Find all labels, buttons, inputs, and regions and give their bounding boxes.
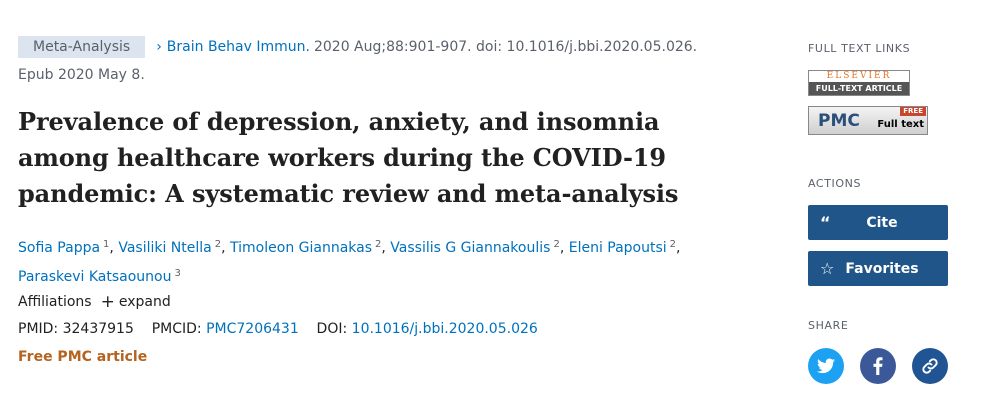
author-affiliation-number[interactable]: 2 [214, 239, 222, 250]
author-link[interactable]: Timoleon Giannakas [230, 240, 373, 256]
expand-label[interactable]: expand [118, 294, 171, 310]
share-heading: SHARE [808, 319, 849, 332]
cite-button-label: Cite [866, 214, 898, 231]
authors-list: Sofia Pappa 1, Vasiliki Ntella 2, Timoleon… [18, 239, 681, 285]
author-link[interactable]: Paraskevi Katsaounou [18, 269, 172, 285]
facebook-share-button[interactable] [860, 348, 896, 384]
author-link[interactable]: Vassilis G Giannakoulis [390, 240, 551, 256]
chevron-right-icon[interactable]: › [156, 39, 162, 55]
affiliations-toggle[interactable]: Affiliations + expand [18, 292, 171, 312]
star-icon: ☆ [820, 259, 835, 278]
author-link[interactable]: Sofia Pappa [18, 240, 101, 256]
full-text-links-heading: FULL TEXT LINKS [808, 42, 911, 55]
pmc-logo: PMC [818, 111, 860, 131]
doi-label: DOI: [316, 321, 348, 337]
author-affiliation-number[interactable]: 1 [103, 239, 110, 250]
pmcid-link[interactable]: PMC7206431 [206, 321, 299, 337]
favorites-button[interactable]: ☆ Favorites [808, 251, 948, 286]
pmc-free-tag: FREE [900, 107, 926, 116]
author-link[interactable]: Vasiliki Ntella [118, 240, 212, 256]
publication-type-badge: Meta-Analysis [18, 36, 146, 58]
quote-icon: “ [820, 213, 831, 232]
journal-link[interactable]: Brain Behav Immun. [166, 39, 310, 55]
author-affiliation-number[interactable]: 2 [375, 239, 382, 250]
article-title: Prevalence of depression, anxiety, and i… [18, 104, 738, 212]
twitter-share-button[interactable] [808, 348, 844, 384]
author-link[interactable]: Eleni Papoutsi [568, 240, 667, 256]
title-line: Prevalence of depression, anxiety, and i… [18, 107, 660, 136]
citation-line: Meta-Analysis › Brain Behav Immun. 2020 … [18, 36, 697, 58]
title-line: pandemic: A systematic review and meta-a… [18, 179, 679, 208]
pmc-full-text-label: Full text [877, 119, 924, 130]
free-pmc-article-label: Free PMC article [18, 349, 148, 365]
author-affiliation-number[interactable]: 2 [553, 239, 560, 250]
doi-link[interactable]: 10.1016/j.bbi.2020.05.026 [351, 321, 538, 337]
pmc-full-text-link[interactable]: PMC FREE Full text [808, 106, 928, 135]
twitter-icon [817, 358, 835, 374]
pmid-label: PMID: [18, 321, 59, 337]
citation-details: 2020 Aug;88:901-907. doi: 10.1016/j.bbi.… [313, 39, 698, 55]
epub-date: Epub 2020 May 8. [18, 67, 145, 83]
affiliations-label: Affiliations [18, 294, 92, 310]
author-affiliation-number[interactable]: 3 [174, 268, 181, 279]
copy-link-share-button[interactable] [912, 348, 948, 384]
author-affiliation-number[interactable]: 2 [669, 239, 677, 250]
pmcid-label: PMCID: [151, 321, 202, 337]
elsevier-full-text-link[interactable]: ELSEVIER FULL-TEXT ARTICLE [808, 70, 910, 96]
pmid-value: 32437915 [62, 321, 134, 337]
cite-button[interactable]: “ Cite [808, 205, 948, 240]
favorites-button-label: Favorites [845, 260, 919, 277]
elsevier-full-text-label: FULL-TEXT ARTICLE [809, 82, 909, 95]
actions-heading: ACTIONS [808, 177, 862, 190]
plus-icon: + [100, 292, 115, 312]
title-line: among healthcare workers during the COVI… [18, 143, 667, 172]
link-icon [922, 358, 938, 374]
facebook-icon [873, 357, 883, 375]
elsevier-logo-text: ELSEVIER [809, 71, 909, 82]
article-identifiers: PMID: 32437915 PMCID: PMC7206431 DOI: 10… [18, 321, 538, 337]
